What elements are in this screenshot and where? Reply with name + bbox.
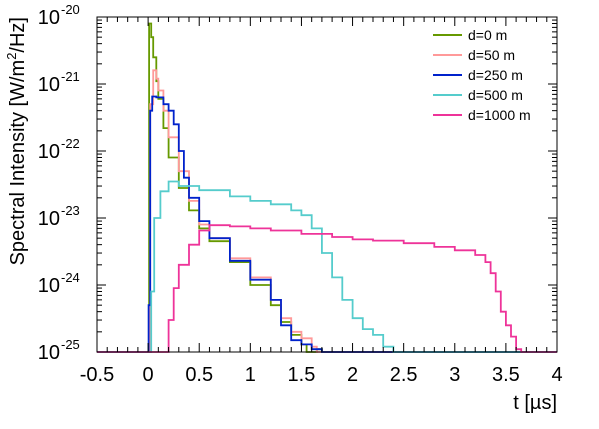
series-line-2 — [97, 95, 557, 353]
legend-label-3: d=500 m — [468, 87, 523, 103]
y-axis-title: Spectral Intensity [W/m2/Hz] — [4, 17, 29, 265]
x-tick-label: 4 — [551, 364, 562, 386]
y-tick-label: 10 -20 — [38, 2, 80, 29]
x-tick-label: 2.5 — [390, 364, 418, 386]
x-tick-label: 3.5 — [492, 364, 520, 386]
y-tick-base: 10 — [38, 342, 60, 364]
series-line-1 — [97, 69, 557, 353]
y-tick-label: 10 -21 — [38, 69, 80, 96]
y-tick-exponent: -23 — [61, 203, 80, 218]
y-tick-label: 10 -24 — [38, 270, 80, 297]
y-tick-base: 10 — [38, 141, 60, 163]
y-tick-exponent: -22 — [61, 136, 80, 151]
legend-label-2: d=250 m — [468, 67, 523, 83]
x-tick-label: 1 — [245, 364, 256, 386]
y-tick-exponent: -24 — [61, 270, 80, 285]
legend-label-1: d=50 m — [468, 47, 515, 63]
x-tick-label: 0 — [143, 364, 154, 386]
y-tick-label: 10 -22 — [38, 136, 80, 163]
y-tick-base: 10 — [38, 74, 60, 96]
y-tick-exponent: -20 — [61, 2, 80, 17]
tick-layer — [96, 16, 558, 353]
legend: d=0 m d=50 m d=250 m d=500 m d=1000 m — [433, 27, 531, 123]
x-tick-label: 2 — [347, 364, 358, 386]
y-tick-base: 10 — [38, 275, 60, 297]
y-tick-base: 10 — [38, 7, 60, 29]
y-tick-exponent: -25 — [61, 337, 80, 352]
y-tick-base: 10 — [38, 208, 60, 230]
y-tick-label: 10 -23 — [38, 203, 80, 230]
x-tick-label: 1.5 — [288, 364, 316, 386]
x-tick-label: 3 — [449, 364, 460, 386]
series-line-3 — [97, 180, 557, 353]
x-axis-title: t [µs] — [513, 392, 557, 414]
series-line-4 — [97, 224, 557, 353]
y-tick-label: 10 -25 — [38, 337, 80, 364]
x-tick-label: -0.5 — [80, 364, 114, 386]
x-tick-label: 0.5 — [185, 364, 213, 386]
legend-label-0: d=0 m — [468, 27, 507, 43]
y-tick-exponent: -21 — [61, 69, 80, 84]
legend-label-4: d=1000 m — [468, 107, 531, 123]
plot-frame — [96, 16, 558, 353]
